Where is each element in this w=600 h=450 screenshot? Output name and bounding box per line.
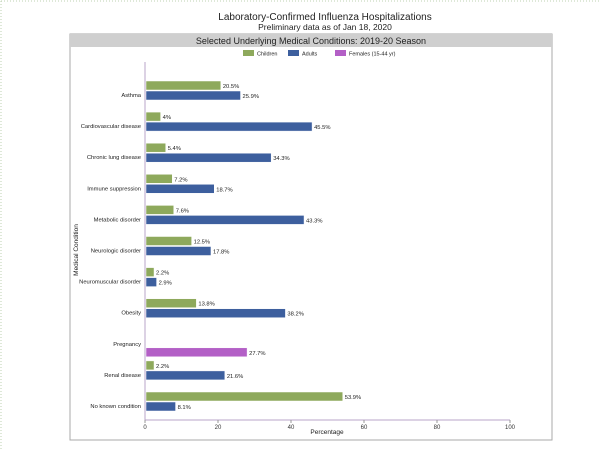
x-tick-label-3: 60 — [361, 425, 368, 431]
data-label: 5.4% — [168, 146, 181, 152]
bar-adults — [145, 184, 215, 194]
legend-label-0: Children — [257, 52, 277, 58]
category-label: Pregnancy — [113, 342, 141, 348]
data-label: 17.8% — [213, 250, 229, 256]
category-label: Obesity — [121, 311, 141, 317]
data-label: 7.6% — [176, 208, 189, 214]
data-label: 25.9% — [243, 94, 259, 100]
category-label: Immune suppression — [87, 186, 141, 192]
bar-children — [145, 174, 173, 184]
data-label: 2.2% — [156, 271, 169, 277]
data-label: 2.2% — [156, 364, 169, 370]
data-label: 18.7% — [216, 187, 232, 193]
bar-children — [145, 236, 192, 246]
data-label: 12.5% — [194, 240, 210, 246]
bar-children — [145, 298, 197, 308]
bar-children — [145, 267, 155, 277]
legend-swatch-0 — [243, 50, 254, 56]
bar-children — [145, 205, 174, 215]
legend: Children Adults Females (15-44 yr) — [243, 50, 396, 58]
data-label: 2.9% — [159, 281, 172, 287]
panel-frame — [69, 33, 553, 441]
category-label: Asthma — [121, 93, 141, 99]
data-label: 43.3% — [306, 218, 322, 224]
bar-children — [145, 80, 222, 91]
chart-title: Laboratory-Confirmed Influenza Hospitali… — [218, 12, 431, 23]
bar-adults — [145, 277, 157, 287]
category-label: Renal disease — [104, 373, 141, 379]
data-label: 38.2% — [287, 312, 303, 318]
bar-adults — [145, 308, 286, 318]
bar-females-15-44-yr- — [145, 347, 248, 358]
bar-adults — [145, 370, 226, 381]
category-label: Neuromuscular disorder — [79, 280, 141, 286]
chart-subtitle: Preliminary data as of Jan 18, 2020 — [258, 22, 392, 32]
legend-label-1: Adults — [302, 52, 318, 58]
data-label: 7.2% — [174, 177, 187, 183]
data-label: 8.1% — [178, 405, 191, 411]
legend-label-2: Females (15-44 yr) — [349, 52, 396, 58]
legend-swatch-1 — [288, 50, 299, 56]
x-tick-label-2: 40 — [288, 425, 295, 431]
category-label: No known condition — [90, 404, 141, 410]
bar-adults — [145, 215, 305, 225]
bar-children — [145, 111, 161, 122]
bar-children — [145, 142, 166, 153]
x-tick-label-1: 20 — [215, 425, 222, 431]
bar-children — [145, 391, 343, 402]
bar-adults — [145, 401, 176, 412]
data-label: 53.9% — [345, 395, 361, 401]
plot-area: 0 20 40 60 80 100 Asthma 20.5% 25.9% Cardiovascul… — [79, 62, 516, 431]
panel-title: Selected Underlying Medical Conditions: … — [196, 36, 426, 46]
x-tick-label-4: 80 — [434, 425, 441, 431]
bar-adults — [145, 121, 313, 132]
category-label: Neurologic disorder — [91, 249, 141, 255]
category-label: Metabolic disorder — [94, 217, 141, 223]
category-label: Chronic lung disease — [87, 155, 141, 161]
data-label: 4% — [163, 115, 171, 121]
data-label: 20.5% — [223, 84, 239, 90]
data-label: 21.6% — [227, 374, 243, 380]
y-axis-title: Medical Condition — [73, 224, 80, 276]
data-label: 34.3% — [273, 156, 289, 162]
bar-adults — [145, 246, 212, 256]
x-tick-label-5: 100 — [505, 425, 516, 431]
data-label: 27.7% — [249, 351, 265, 357]
bar-adults — [145, 152, 272, 163]
panel-header — [70, 34, 552, 47]
legend-swatch-2 — [335, 50, 346, 56]
data-label: 45.5% — [314, 125, 330, 131]
data-label: 13.8% — [198, 302, 214, 308]
x-tick-label-0: 0 — [143, 425, 147, 431]
bar-adults — [145, 90, 241, 101]
x-axis-title: Percentage — [310, 429, 344, 436]
bar-children — [145, 360, 155, 371]
category-label: Cardiovascular disease — [81, 124, 141, 130]
